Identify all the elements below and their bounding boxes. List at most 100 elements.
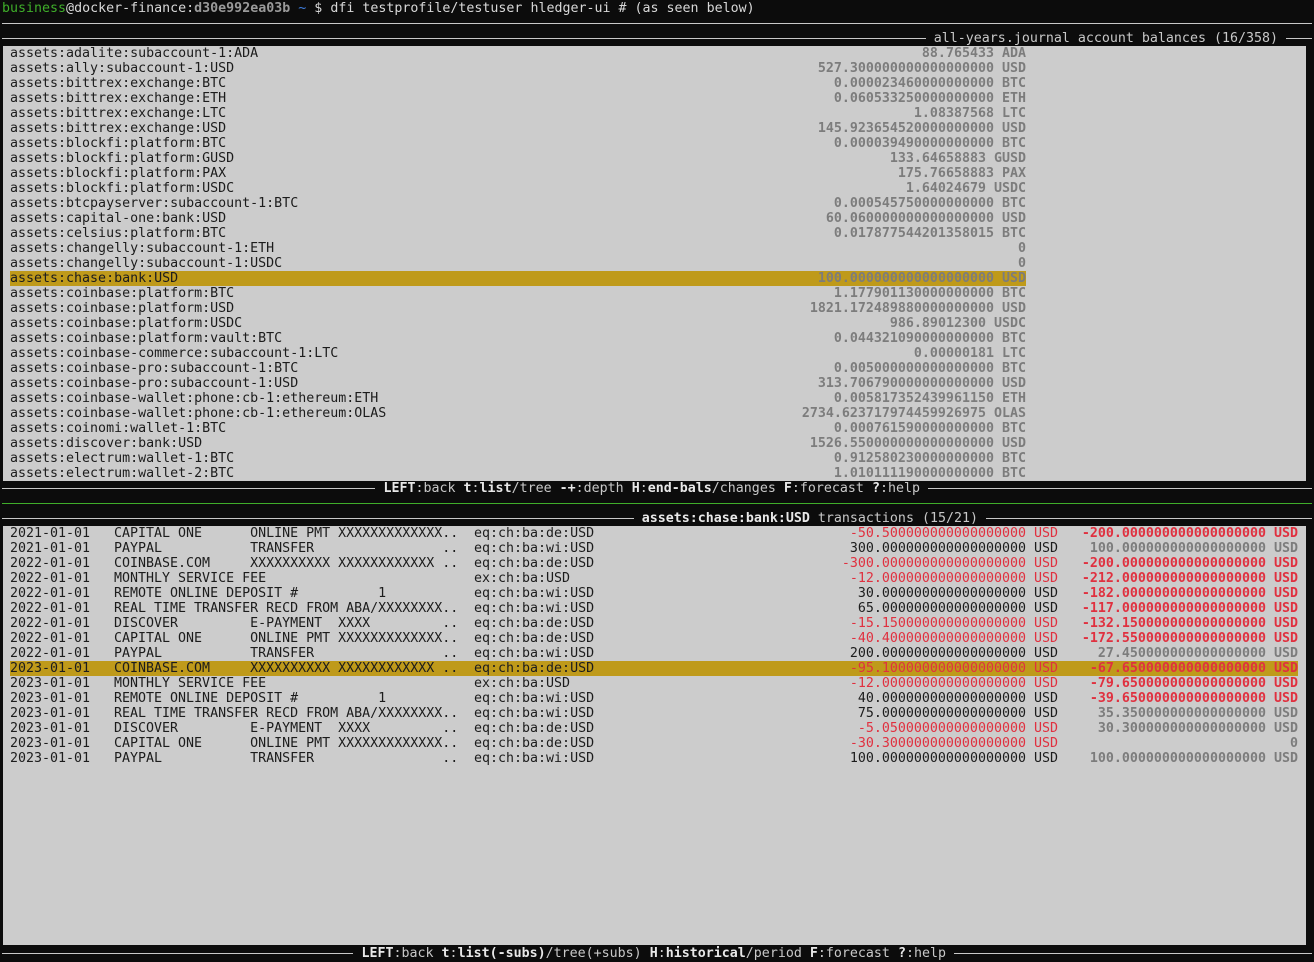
help-key: LEFT: [383, 481, 416, 496]
transaction-row[interactable]: 2021-01-01 CAPITAL ONE ONLINE PMT XXXXXXX…: [10, 526, 1298, 541]
account-row[interactable]: assets:celsius:platform:BTC 0.01787754420…: [10, 226, 1026, 241]
account-row[interactable]: assets:electrum:wallet-1:BTC 0.9125802300…: [10, 451, 1026, 466]
running-balance: 100.000000000000000000 USD: [1089, 541, 1298, 556]
help-sep: :: [879, 481, 888, 496]
prompt-command: dfi testprofile/testuser hledger-ui # (a…: [330, 1, 755, 16]
account-row[interactable]: assets:btcpayserver:subaccount-1:BTC 0.00…: [10, 196, 1026, 211]
transaction-row[interactable]: 2023-01-01 PAYPAL TRANSFER .. eq:ch:ba:wi:…: [10, 751, 1298, 766]
accounts-panel-titlebar: all-years.journal account balances (16/3…: [2, 31, 1312, 46]
transaction-date: 2022-01-01: [10, 556, 91, 571]
transaction-date: 2023-01-01: [10, 691, 91, 706]
transaction-row[interactable]: 2022-01-01 REMOTE ONLINE DEPOSIT # 1 eq:ch…: [10, 586, 1298, 601]
account-balance: 0.005000000000000000 BTC: [833, 361, 1026, 376]
account-row[interactable]: assets:blockfi:platform:GUSD 133.64658883…: [10, 151, 1026, 166]
transaction-date: 2023-01-01: [10, 706, 91, 721]
running-balance: -67.650000000000000000 USD: [1089, 661, 1298, 676]
account-row[interactable]: assets:blockfi:platform:USDC 1.64024679 U…: [10, 181, 1026, 196]
help-key: F: [809, 946, 818, 961]
help-label: forecast: [799, 481, 872, 496]
transaction-row[interactable]: 2022-01-01 DISCOVER E-PAYMENT XXXX .. eq:c…: [10, 616, 1298, 631]
account-row[interactable]: assets:coinomi:wallet-1:BTC 0.00076159000…: [10, 421, 1026, 436]
transaction-date: 2022-01-01: [10, 571, 91, 586]
transaction-row[interactable]: 2022-01-01 MONTHLY SERVICE FEE ex:ch:ba:US…: [10, 571, 1298, 586]
account-row[interactable]: assets:adalite:subaccount-1:ADA 88.765433…: [10, 46, 1026, 61]
account-balance: 0: [1017, 256, 1026, 271]
account-row[interactable]: assets:blockfi:platform:PAX 175.76658883 …: [10, 166, 1026, 181]
account-row[interactable]: assets:coinbase:platform:USDC 986.8901230…: [10, 316, 1026, 331]
help-label: help: [887, 481, 920, 496]
help-key: t: [463, 481, 472, 496]
transaction-other-account: eq:ch:ba:wi:USD: [474, 541, 595, 556]
account-row[interactable]: assets:coinbase-pro:subaccount-1:BTC 0.00…: [10, 361, 1026, 376]
transaction-row[interactable]: 2023-01-01 REMOTE ONLINE DEPOSIT # 1 eq:ch…: [10, 691, 1298, 706]
account-row[interactable]: assets:electrum:wallet-2:BTC 1.0101111900…: [10, 466, 1026, 481]
account-balance: 1.08387568 LTC: [913, 106, 1026, 121]
transaction-description: CAPITAL ONE ONLINE PMT XXXXXXXXXXXXX..: [114, 631, 459, 646]
transaction-other-account: eq:ch:ba:wi:USD: [474, 691, 595, 706]
transaction-row[interactable]: 2022-01-01 COINBASE.COM XXXXXXXXXX XXXXXX…: [10, 556, 1298, 571]
help-label: /period: [745, 946, 810, 961]
transaction-other-account: ex:ch:ba:USD: [474, 676, 571, 691]
account-row[interactable]: assets:bittrex:exchange:ETH 0.06053325000…: [10, 91, 1026, 106]
account-row[interactable]: assets:chase:bank:USD 100.000000000000000…: [10, 271, 1026, 286]
transactions-panel-title: transactions (15/21): [809, 511, 978, 526]
transaction-row[interactable]: 2022-01-01 PAYPAL TRANSFER .. eq:ch:ba:wi:…: [10, 646, 1298, 661]
account-name: assets:coinbase-commerce:subaccount-1:LT…: [10, 346, 339, 361]
transaction-row[interactable]: 2022-01-01 CAPITAL ONE ONLINE PMT XXXXXXX…: [10, 631, 1298, 646]
transaction-amount: 75.000000000000000000 USD: [857, 706, 1058, 721]
running-balance: 0: [1289, 736, 1298, 751]
help-label: forecast: [825, 946, 898, 961]
help-sep: :: [639, 481, 648, 496]
account-row[interactable]: assets:bittrex:exchange:USD 145.923654520…: [10, 121, 1026, 136]
transaction-amount: 100.000000000000000000 USD: [849, 751, 1058, 766]
account-balance: 313.706790000000000000 USD: [817, 376, 1026, 391]
account-name: assets:coinbase:platform:USD: [10, 301, 235, 316]
transaction-row[interactable]: 2023-01-01 DISCOVER E-PAYMENT XXXX .. eq:c…: [10, 721, 1298, 736]
account-balance: 145.923654520000000000 USD: [817, 121, 1026, 136]
account-row[interactable]: assets:coinbase:platform:BTC 1.1779011300…: [10, 286, 1026, 301]
account-row[interactable]: assets:discover:bank:USD 1526.55000000000…: [10, 436, 1026, 451]
account-row[interactable]: assets:bittrex:exchange:BTC 0.00002346000…: [10, 76, 1026, 91]
help-text: LEFT:back t:list(-subs)/tree(+subs) H:hi…: [353, 946, 954, 961]
account-row[interactable]: assets:coinbase-wallet:phone:cb-1:ethere…: [10, 406, 1026, 421]
account-row[interactable]: assets:coinbase-pro:subaccount-1:USD 313.…: [10, 376, 1026, 391]
transaction-date: 2023-01-01: [10, 736, 91, 751]
help-key: ?: [897, 946, 906, 961]
account-name: assets:electrum:wallet-2:BTC: [10, 466, 235, 481]
account-row[interactable]: assets:changelly:subaccount-1:USDC 0: [10, 256, 1026, 271]
transaction-date: 2022-01-01: [10, 616, 91, 631]
transaction-description: REMOTE ONLINE DEPOSIT # 1: [114, 691, 387, 706]
transaction-row[interactable]: 2023-01-01 MONTHLY SERVICE FEE ex:ch:ba:US…: [10, 676, 1298, 691]
accounts-list[interactable]: assets:adalite:subaccount-1:ADA 88.765433…: [3, 46, 1306, 481]
account-row[interactable]: assets:bittrex:exchange:LTC 1.08387568 LT…: [10, 106, 1026, 121]
transaction-amount: 300.000000000000000000 USD: [849, 541, 1058, 556]
help-sep: :: [449, 946, 458, 961]
transaction-row[interactable]: 2023-01-01 CAPITAL ONE ONLINE PMT XXXXXXX…: [10, 736, 1298, 751]
transactions-list[interactable]: 2021-01-01 CAPITAL ONE ONLINE PMT XXXXXXX…: [3, 526, 1306, 945]
account-balance: 60.060000000000000000 USD: [825, 211, 1026, 226]
help-label: help: [913, 946, 946, 961]
running-balance: 100.000000000000000000 USD: [1089, 751, 1298, 766]
transaction-row[interactable]: 2021-01-01 PAYPAL TRANSFER .. eq:ch:ba:wi:…: [10, 541, 1298, 556]
account-row[interactable]: assets:blockfi:platform:BTC 0.00003949000…: [10, 136, 1026, 151]
account-name: assets:ally:subaccount-1:USD: [10, 61, 235, 76]
account-row[interactable]: assets:coinbase-wallet:phone:cb-1:ethere…: [10, 391, 1026, 406]
account-row[interactable]: assets:coinbase:platform:vault:BTC 0.0443…: [10, 331, 1026, 346]
transaction-row[interactable]: 2022-01-01 REAL TIME TRANSFER RECD FROM A…: [10, 601, 1298, 616]
account-row[interactable]: assets:changelly:subaccount-1:ETH 0: [10, 241, 1026, 256]
help-sep: :: [471, 481, 480, 496]
account-row[interactable]: assets:coinbase-commerce:subaccount-1:LT…: [10, 346, 1026, 361]
account-row[interactable]: assets:coinbase:platform:USD 1821.1724898…: [10, 301, 1026, 316]
account-row[interactable]: assets:ally:subaccount-1:USD 527.30000000…: [10, 61, 1026, 76]
prompt-container-id: d30e992ea03b: [194, 1, 291, 16]
account-row[interactable]: assets:capital-one:bank:USD 60.0600000000…: [10, 211, 1026, 226]
account-name: assets:discover:bank:USD: [10, 436, 203, 451]
transaction-row[interactable]: 2023-01-01 COINBASE.COM XXXXXXXXXX XXXXXX…: [10, 661, 1298, 676]
transaction-row[interactable]: 2023-01-01 REAL TIME TRANSFER RECD FROM A…: [10, 706, 1298, 721]
account-balance: 0.000545750000000000 BTC: [833, 196, 1026, 211]
running-balance: -79.650000000000000000 USD: [1089, 676, 1298, 691]
transaction-other-account: eq:ch:ba:de:USD: [474, 526, 595, 541]
help-active-mode: end-bals: [647, 481, 712, 496]
transaction-other-account: eq:ch:ba:wi:USD: [474, 586, 595, 601]
account-balance: 133.64658883 GUSD: [889, 151, 1026, 166]
